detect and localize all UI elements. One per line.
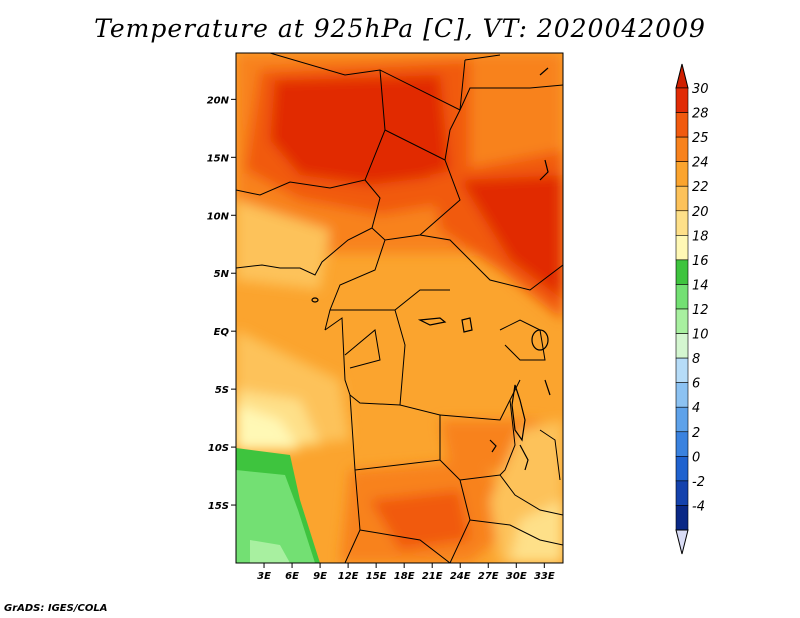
colorbar-label: 0 xyxy=(692,450,700,465)
colorbar-bottom-triangle xyxy=(675,529,689,555)
colorbar-label: 4 xyxy=(692,401,700,416)
lat-tick-label: 10N xyxy=(207,211,230,222)
colorbar-swatch xyxy=(675,136,689,162)
lat-tick-label: 20N xyxy=(207,95,230,106)
colorbar-swatch xyxy=(675,382,689,408)
colorbar-swatch xyxy=(675,185,689,212)
lon-tick-label: 30E xyxy=(506,571,527,582)
colorbar-label: 30 xyxy=(692,82,709,97)
colorbar-label: 20 xyxy=(692,205,709,220)
colorbar-label: 6 xyxy=(692,377,700,392)
colorbar-swatch xyxy=(675,480,689,506)
colorbar-swatch xyxy=(675,87,689,113)
colorbar-swatch xyxy=(675,259,689,285)
latitude-axis: 20N 15N 10N 5N EQ 5S 10S 15S xyxy=(207,95,236,512)
colorbar-label: 18 xyxy=(692,229,709,244)
colorbar-label: 12 xyxy=(692,303,709,318)
colorbar-swatch xyxy=(675,357,689,383)
grads-credit: GrADS: IGES/COLA xyxy=(4,603,108,614)
colorbar-swatch xyxy=(675,456,689,482)
colorbar-swatch xyxy=(675,112,689,138)
colorbar-label: 22 xyxy=(692,180,709,195)
colorbar-swatch xyxy=(675,333,689,359)
temperature-field xyxy=(236,53,563,563)
colorbar-swatch xyxy=(675,406,689,433)
lon-tick-label: 24E xyxy=(450,571,471,582)
lat-tick-label: 5N xyxy=(214,269,230,280)
lon-tick-label: 9E xyxy=(313,571,327,582)
colorbar-label: -2 xyxy=(692,475,705,490)
colorbar-label: 16 xyxy=(692,254,709,269)
colorbar-swatch xyxy=(675,210,689,236)
colorbar-label: 28 xyxy=(692,107,709,122)
lon-tick-label: 15E xyxy=(366,571,387,582)
colorbar-swatch xyxy=(675,161,689,187)
colorbar-label: 14 xyxy=(692,278,709,293)
colorbar-swatch xyxy=(675,235,689,261)
colorbar-top-triangle xyxy=(675,63,689,89)
colorbar-label: 24 xyxy=(692,156,709,171)
colorbar-label: 10 xyxy=(692,328,709,343)
longitude-axis: 3E 6E 9E 12E 15E 18E 21E 24E 27E 30E 33E xyxy=(257,563,555,582)
colorbar-swatch xyxy=(675,308,689,334)
lon-tick-label: 18E xyxy=(394,571,415,582)
colorbar-label: 8 xyxy=(692,352,700,367)
map-title: Temperature at 925hPa [C], VT: 202004200… xyxy=(94,14,706,43)
lat-tick-label: 10S xyxy=(208,443,229,454)
colorbar-label: 25 xyxy=(692,131,709,146)
lon-tick-label: 21E xyxy=(422,571,443,582)
lat-tick-label: 15S xyxy=(208,501,229,512)
colorbar-swatch xyxy=(675,284,689,310)
lon-tick-label: 6E xyxy=(285,571,299,582)
lat-tick-label: EQ xyxy=(214,327,230,338)
country-borders xyxy=(236,53,563,563)
colorbar-label: -4 xyxy=(692,499,705,514)
lon-tick-label: 27E xyxy=(478,571,499,582)
colorbar-label: 2 xyxy=(692,426,700,441)
colorbar-swatch xyxy=(675,431,689,457)
lat-tick-label: 5S xyxy=(215,385,229,396)
lon-tick-label: 12E xyxy=(338,571,359,582)
lon-tick-label: 33E xyxy=(534,571,555,582)
lakes xyxy=(311,67,551,471)
colorbar-swatch xyxy=(675,505,689,531)
lon-tick-label: 3E xyxy=(257,571,271,582)
map-frame xyxy=(235,52,564,564)
lat-tick-label: 15N xyxy=(207,153,230,164)
